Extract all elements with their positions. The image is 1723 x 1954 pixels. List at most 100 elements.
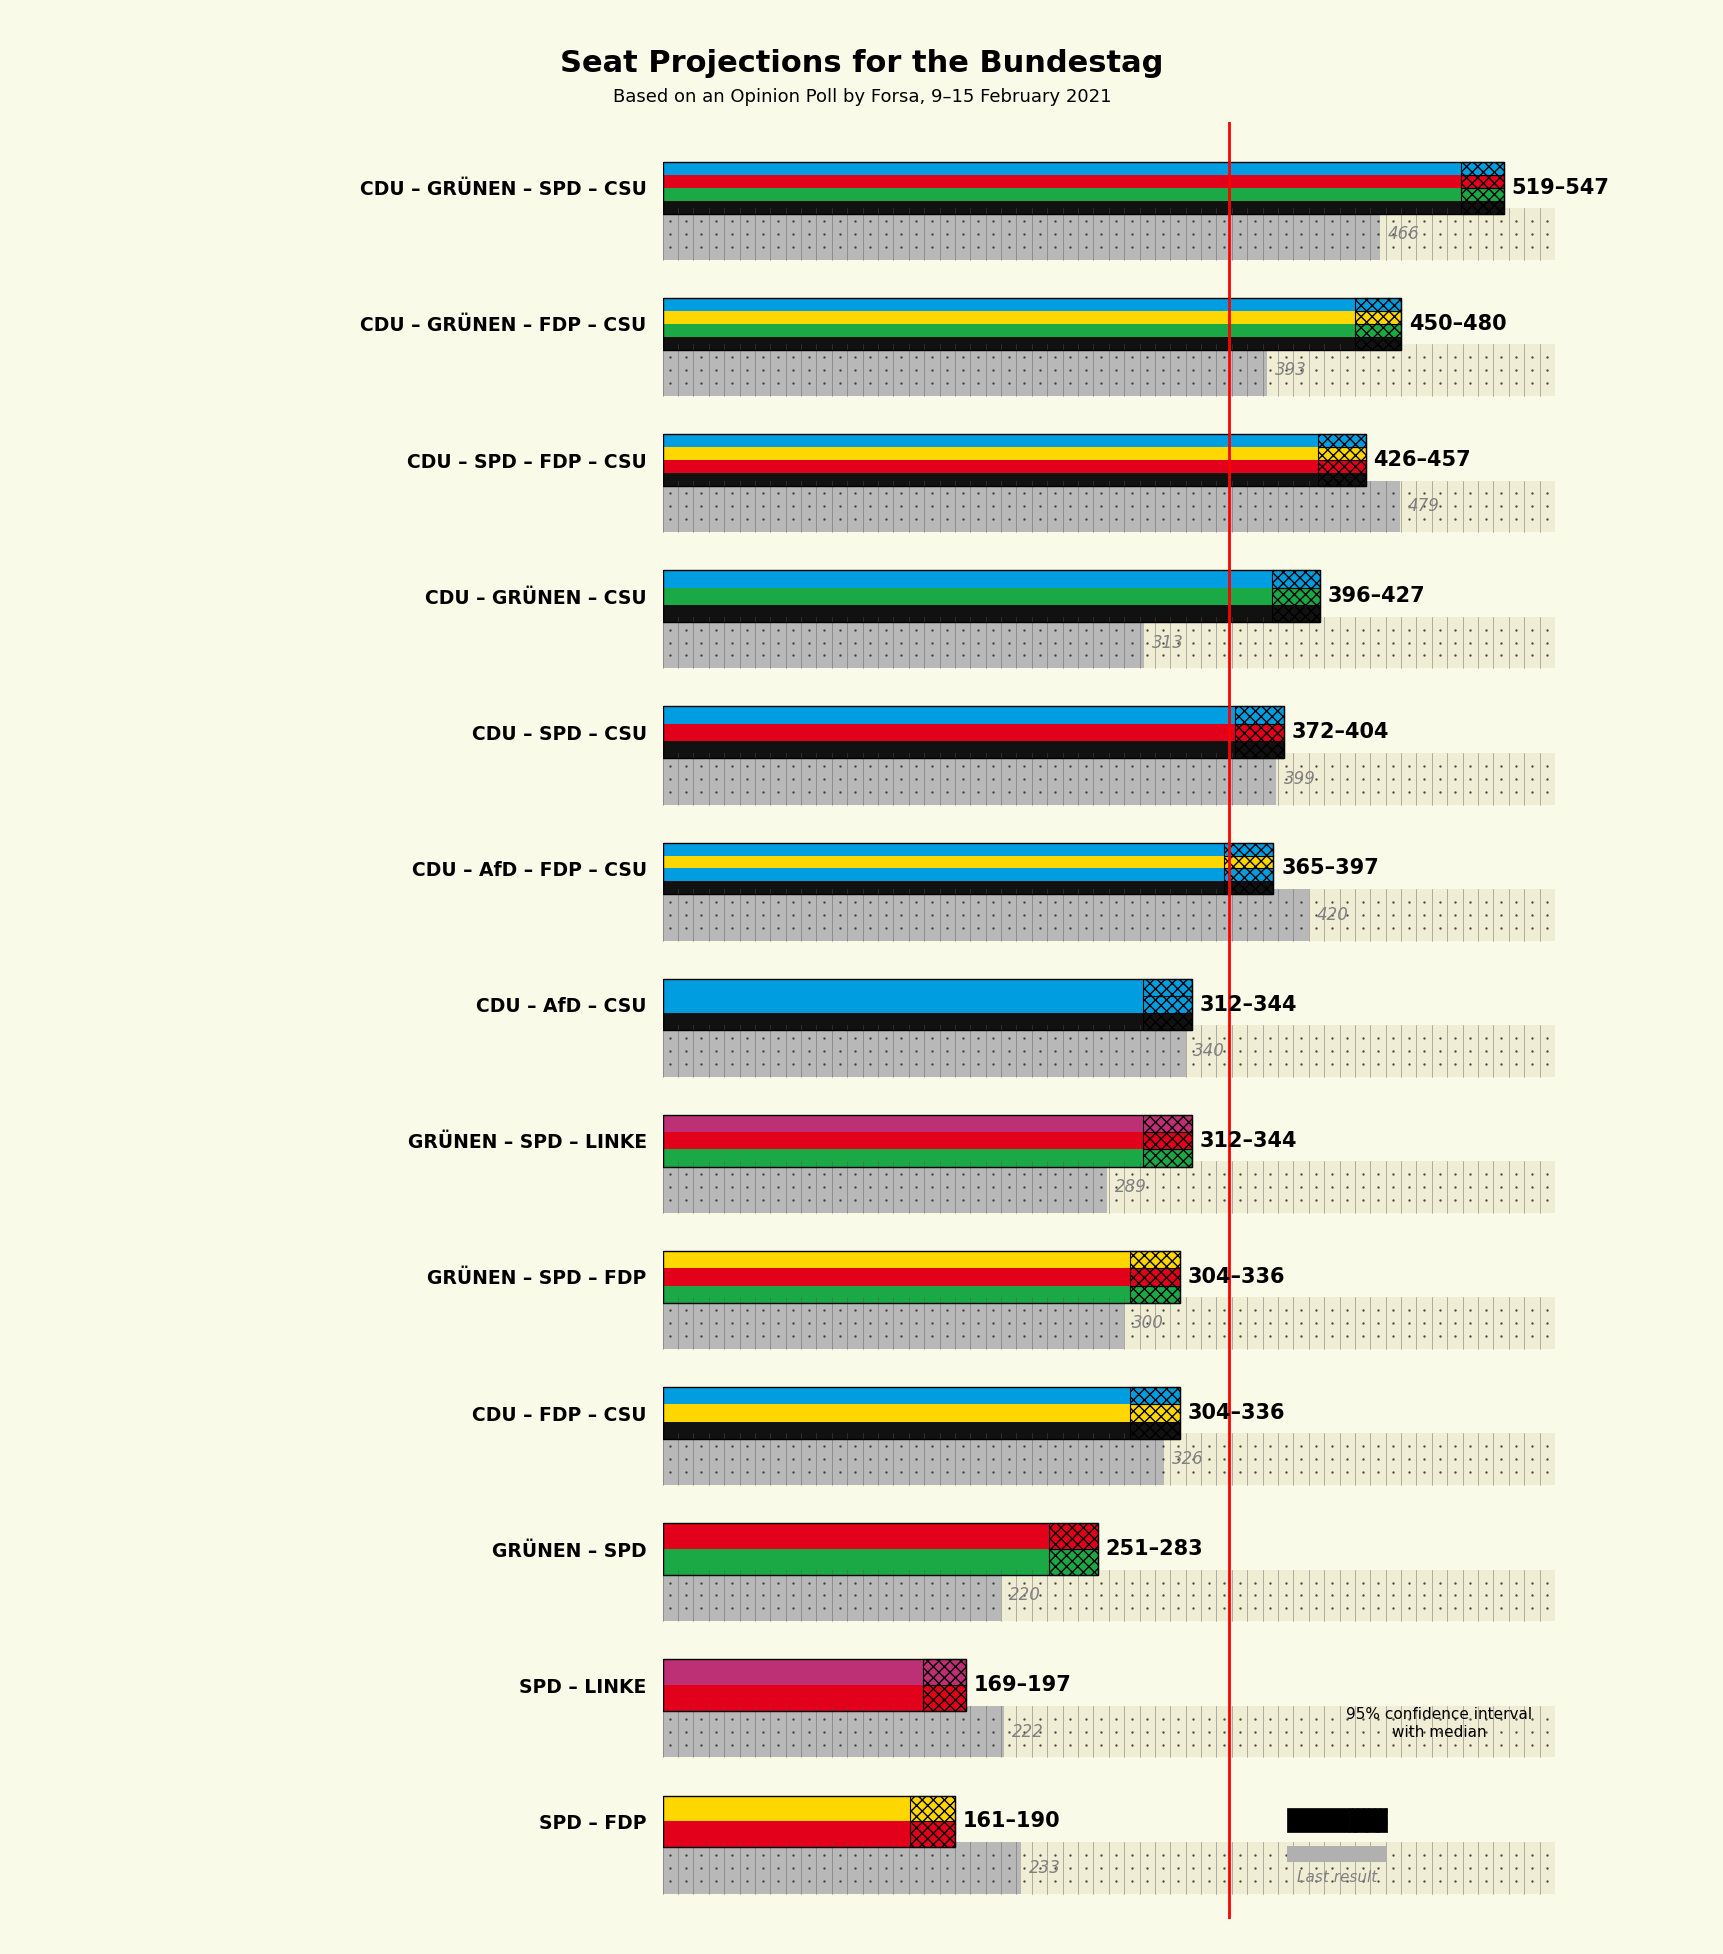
Bar: [662, 1659, 922, 1684]
Text: 304–336: 304–336: [1187, 1266, 1284, 1288]
Text: 450–480: 450–480: [1408, 315, 1506, 334]
Text: 220: 220: [1008, 1587, 1041, 1604]
Bar: [1130, 1405, 1179, 1423]
Bar: [1223, 842, 1273, 856]
Bar: [662, 1286, 1130, 1303]
Bar: [662, 1434, 1163, 1485]
Bar: [662, 311, 1354, 324]
Text: 313: 313: [1151, 633, 1184, 651]
Bar: [662, 1014, 1142, 1030]
Bar: [1223, 868, 1273, 881]
Bar: [662, 344, 1266, 397]
Bar: [1347, 1807, 1387, 1833]
Bar: [662, 1423, 1130, 1438]
Bar: [1461, 174, 1502, 188]
Bar: [1223, 856, 1273, 868]
Bar: [662, 1268, 1130, 1286]
Bar: [1130, 1387, 1179, 1405]
Bar: [662, 434, 1318, 447]
Bar: [662, 1297, 1123, 1348]
Bar: [662, 1550, 1048, 1575]
Bar: [662, 1796, 955, 1847]
Bar: [662, 201, 1461, 213]
Bar: [662, 1843, 1020, 1893]
Bar: [1130, 1268, 1179, 1286]
Bar: [662, 1706, 1003, 1757]
Text: 479: 479: [1406, 498, 1439, 516]
Bar: [662, 344, 1554, 397]
Bar: [1354, 324, 1401, 336]
Bar: [1048, 1550, 1098, 1575]
Bar: [662, 1684, 922, 1712]
Bar: [662, 1116, 1142, 1131]
Bar: [1142, 1131, 1191, 1149]
Bar: [1461, 188, 1502, 201]
Bar: [662, 979, 1142, 997]
Text: 251–283: 251–283: [1104, 1540, 1203, 1559]
Bar: [1272, 571, 1318, 588]
Bar: [662, 571, 1318, 621]
Bar: [662, 473, 1318, 487]
Bar: [662, 1161, 1106, 1213]
Bar: [662, 1569, 1001, 1622]
Bar: [662, 1161, 1106, 1213]
Bar: [1223, 881, 1273, 895]
Bar: [662, 1116, 1191, 1167]
Bar: [662, 209, 1378, 260]
Text: 312–344: 312–344: [1199, 1131, 1296, 1151]
Bar: [1142, 1014, 1191, 1030]
Bar: [662, 1569, 1001, 1622]
Text: 420: 420: [1316, 907, 1347, 924]
Bar: [662, 1821, 910, 1847]
Bar: [662, 1297, 1123, 1348]
Bar: [662, 889, 1308, 940]
Bar: [662, 889, 1554, 940]
Bar: [1272, 588, 1318, 606]
Bar: [662, 481, 1399, 531]
Bar: [1461, 162, 1502, 174]
Bar: [662, 1026, 1185, 1077]
Bar: [662, 1387, 1179, 1438]
Bar: [662, 979, 1191, 1030]
Bar: [662, 299, 1401, 350]
Bar: [662, 1569, 1554, 1622]
Text: Based on an Opinion Poll by Forsa, 9–15 February 2021: Based on an Opinion Poll by Forsa, 9–15 …: [612, 88, 1111, 106]
Bar: [662, 881, 1223, 895]
Bar: [662, 324, 1354, 336]
Bar: [662, 868, 1223, 881]
Text: 393: 393: [1275, 361, 1306, 379]
Text: 95% confidence interval
with median: 95% confidence interval with median: [1346, 1708, 1532, 1739]
Text: 399: 399: [1284, 770, 1315, 787]
Text: Last result: Last result: [1296, 1870, 1377, 1886]
Bar: [662, 1026, 1185, 1077]
Bar: [1130, 1286, 1179, 1303]
Bar: [1287, 1807, 1347, 1833]
Bar: [662, 1843, 1554, 1893]
Bar: [910, 1796, 955, 1821]
Bar: [1234, 741, 1284, 758]
Text: 233: 233: [1029, 1858, 1060, 1876]
Bar: [662, 606, 1272, 621]
Bar: [662, 752, 1275, 805]
Text: 312–344: 312–344: [1199, 995, 1296, 1014]
Bar: [662, 1251, 1130, 1268]
Bar: [662, 1149, 1142, 1167]
Bar: [662, 571, 1272, 588]
Text: 169–197: 169–197: [973, 1675, 1070, 1696]
Bar: [662, 588, 1272, 606]
Bar: [1234, 707, 1284, 723]
Bar: [922, 1659, 965, 1684]
Text: Seat Projections for the Bundestag: Seat Projections for the Bundestag: [560, 49, 1163, 78]
Text: 304–336: 304–336: [1187, 1403, 1284, 1423]
Bar: [662, 459, 1318, 473]
Bar: [1354, 336, 1401, 350]
Bar: [662, 188, 1461, 201]
Bar: [662, 1161, 1554, 1213]
Bar: [1130, 1251, 1179, 1268]
Bar: [1318, 447, 1365, 459]
Text: 372–404: 372–404: [1291, 723, 1389, 743]
Bar: [662, 162, 1502, 213]
Bar: [1130, 1423, 1179, 1438]
Bar: [662, 889, 1308, 940]
Bar: [662, 344, 1266, 397]
